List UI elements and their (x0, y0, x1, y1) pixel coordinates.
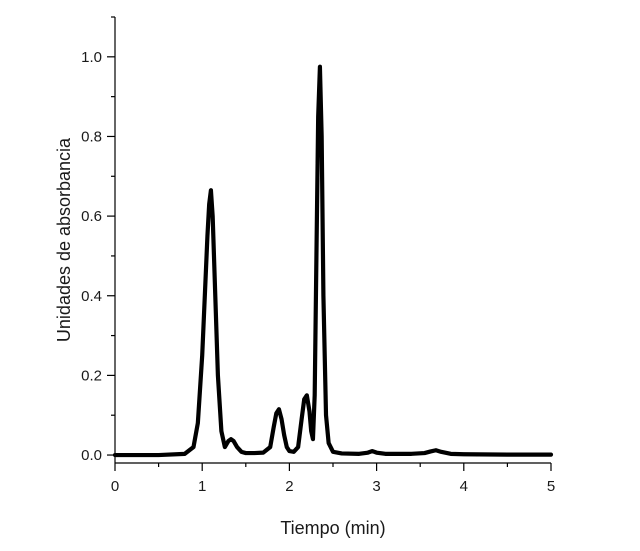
x-tick-label: 5 (547, 478, 555, 495)
x-ticks: 0 1 2 3 4 5 (111, 463, 555, 495)
y-ticks: 0.0 0.2 0.4 0.6 0.8 1.0 (81, 16, 115, 464)
x-tick-label: 3 (372, 478, 380, 495)
y-tick-label: 0.4 (81, 288, 102, 305)
series-line (112, 64, 554, 458)
y-tick-label: 0.6 (81, 208, 102, 225)
x-axis-title: Tiempo (min) (280, 518, 385, 538)
y-tick-label: 0.2 (81, 367, 102, 384)
y-tick-label: 0.0 (81, 447, 102, 464)
x-tick-label: 0 (111, 478, 119, 495)
y-axis-title: Unidades de absorbancia (54, 137, 74, 342)
x-tick-label: 4 (460, 478, 468, 495)
y-tick-label: 0.8 (81, 128, 102, 145)
y-tick-label: 1.0 (81, 49, 102, 66)
x-tick-label: 2 (285, 478, 293, 495)
plot-frame (114, 17, 551, 464)
x-tick-label: 1 (198, 478, 206, 495)
